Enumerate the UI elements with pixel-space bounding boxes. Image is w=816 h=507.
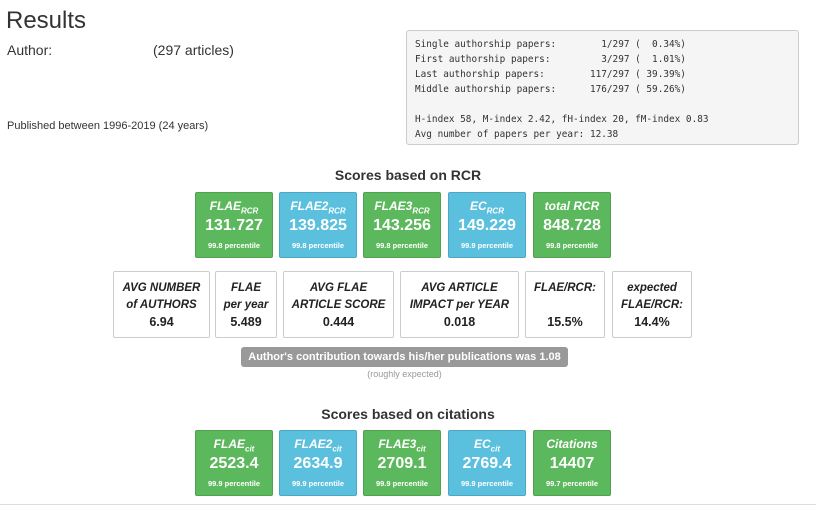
tile-label: FLAE3cit bbox=[378, 437, 426, 454]
tile-percentile: 99.8 percentile bbox=[291, 241, 345, 250]
tile-value: 2523.4 bbox=[209, 455, 259, 472]
tile-label: ECcit bbox=[473, 437, 500, 454]
score-tile-flae-rcr: FLAERCR 131.727 99.8 percentile bbox=[195, 192, 273, 258]
metric-label: FLAE/RCR: bbox=[534, 282, 596, 294]
citations-section-heading: Scores based on citations bbox=[321, 406, 495, 422]
tile-label: Citations bbox=[546, 437, 598, 451]
metric-value: 6.94 bbox=[149, 315, 174, 329]
tile-value: 2634.9 bbox=[293, 455, 343, 472]
stats-line: Avg number of papers per year: 12.38 bbox=[415, 129, 619, 140]
tile-percentile: 99.8 percentile bbox=[375, 241, 429, 250]
stats-line: Last authorship papers: 117/297 ( 39.39%… bbox=[415, 69, 686, 80]
stats-line: H-index 58, M-index 2.42, fH-index 20, f… bbox=[415, 114, 709, 125]
tile-percentile: 99.9 percentile bbox=[375, 479, 429, 488]
score-tile-ec-cit: ECcit 2769.4 99.9 percentile bbox=[448, 430, 526, 496]
page-title: Results bbox=[6, 7, 87, 34]
tile-label: FLAEcit bbox=[213, 437, 255, 454]
contribution-badge: Author's contribution towards his/her pu… bbox=[241, 347, 568, 367]
metric-label: AVG ARTICLE IMPACT per YEAR bbox=[409, 282, 510, 311]
metric-label: expected FLAE/RCR: bbox=[621, 282, 683, 311]
tile-percentile: 99.9 percentile bbox=[207, 479, 261, 488]
score-tile-flae2-cit: FLAE2cit 2634.9 99.9 percentile bbox=[279, 430, 357, 496]
metric-value: 14.4% bbox=[634, 315, 670, 329]
tile-percentile: 99.7 percentile bbox=[545, 479, 599, 488]
author-label: Author: bbox=[7, 42, 53, 58]
metric-box-flae-per-year: FLAE per year 5.489 bbox=[215, 271, 277, 338]
tile-percentile: 99.9 percentile bbox=[460, 241, 514, 250]
metric-value: 0.018 bbox=[443, 315, 476, 329]
metric-box-flae-rcr: FLAE/RCR: 15.5% bbox=[525, 271, 605, 338]
contribution-note: (roughly expected) bbox=[367, 369, 442, 379]
authorship-stats-box: Single authorship papers: 1/297 ( 0.34%)… bbox=[406, 30, 799, 145]
score-tile-flae3-cit: FLAE3cit 2709.1 99.9 percentile bbox=[363, 430, 441, 496]
tile-value: 149.229 bbox=[458, 217, 516, 234]
metric-box-avg-article-impact: AVG ARTICLE IMPACT per YEAR 0.018 bbox=[400, 271, 519, 338]
tile-value: 143.256 bbox=[373, 217, 431, 234]
published-range: Published between 1996-2019 (24 years) bbox=[7, 120, 209, 132]
metric-value: 5.489 bbox=[230, 315, 262, 329]
tile-value: 2709.1 bbox=[377, 455, 427, 472]
tile-label: FLAE2RCR bbox=[290, 199, 346, 216]
tile-label: total RCR bbox=[544, 199, 600, 213]
metric-box-avg-authors: AVG NUMBER of AUTHORS 6.94 bbox=[113, 271, 210, 338]
tile-label: FLAERCR bbox=[209, 199, 259, 216]
tile-label: FLAE3RCR bbox=[374, 199, 430, 216]
metric-box-avg-flae-article-score: AVG FLAE ARTICLE SCORE 0.444 bbox=[283, 271, 394, 338]
article-count: (297 articles) bbox=[153, 42, 234, 58]
tile-value: 848.728 bbox=[543, 217, 601, 234]
tile-value: 2769.4 bbox=[462, 455, 512, 472]
tile-value: 131.727 bbox=[205, 217, 263, 234]
score-tile-flae-cit: FLAEcit 2523.4 99.9 percentile bbox=[195, 430, 273, 496]
tile-value: 139.825 bbox=[289, 217, 347, 234]
score-tile-total-rcr: total RCR 848.728 99.8 percentile bbox=[533, 192, 611, 258]
tile-label: FLAE2cit bbox=[294, 437, 342, 454]
metric-value: 0.444 bbox=[322, 315, 355, 329]
tile-value: 14407 bbox=[549, 455, 595, 472]
tile-percentile: 99.9 percentile bbox=[460, 479, 514, 488]
metric-box-expected-flae-rcr: expected FLAE/RCR: 14.4% bbox=[612, 271, 692, 338]
metric-label: AVG FLAE ARTICLE SCORE bbox=[291, 282, 386, 311]
score-tile-citations: Citations 14407 99.7 percentile bbox=[533, 430, 611, 496]
stats-line: Single authorship papers: 1/297 ( 0.34%) bbox=[415, 39, 686, 50]
rcr-section-heading: Scores based on RCR bbox=[334, 167, 482, 183]
stats-line: First authorship papers: 3/297 ( 1.01%) bbox=[415, 54, 686, 65]
score-tile-flae2-rcr: FLAE2RCR 139.825 99.8 percentile bbox=[279, 192, 357, 258]
bottom-divider bbox=[0, 504, 816, 505]
score-tile-flae3-rcr: FLAE3RCR 143.256 99.8 percentile bbox=[363, 192, 441, 258]
tile-percentile: 99.8 percentile bbox=[545, 241, 599, 250]
stats-line: Middle authorship papers: 176/297 ( 59.2… bbox=[415, 84, 686, 95]
metric-label: FLAE per year bbox=[223, 282, 269, 311]
tile-percentile: 99.8 percentile bbox=[207, 241, 261, 250]
metric-value: 15.5% bbox=[547, 315, 583, 329]
tile-percentile: 99.9 percentile bbox=[291, 479, 345, 488]
tile-label: ECRCR bbox=[469, 199, 504, 216]
stats-line bbox=[415, 97, 798, 112]
score-tile-ec-rcr: ECRCR 149.229 99.9 percentile bbox=[448, 192, 526, 258]
metric-label: AVG NUMBER of AUTHORS bbox=[122, 282, 201, 311]
